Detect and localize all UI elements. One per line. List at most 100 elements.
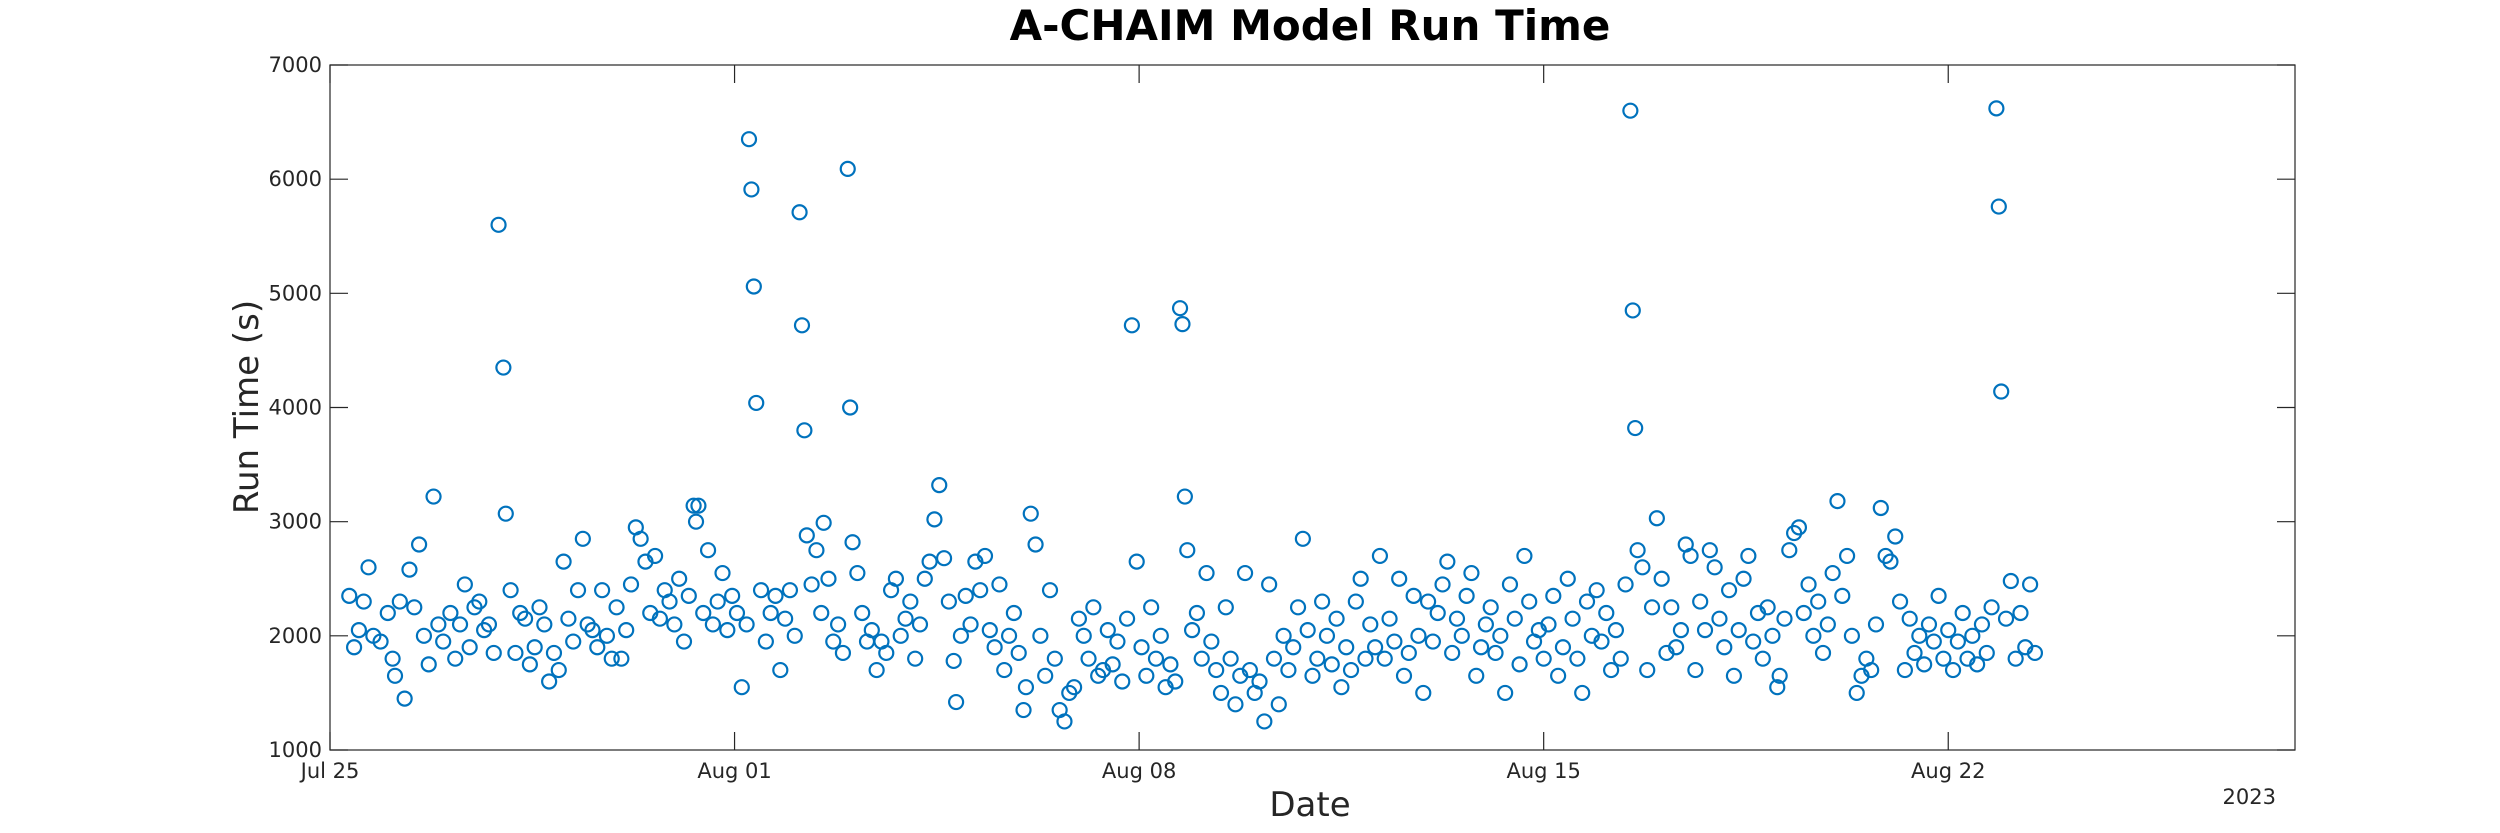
- data-point: [1309, 650, 1326, 667]
- data-point: [1990, 198, 2007, 215]
- data-point: [350, 622, 367, 639]
- data-point: [728, 604, 746, 622]
- data-point: [1193, 650, 1210, 667]
- data-point: [839, 160, 856, 177]
- data-point: [391, 593, 408, 610]
- data-point: [1624, 302, 1641, 319]
- data-point: [842, 399, 859, 416]
- data-point: [1692, 593, 1709, 610]
- data-point: [996, 661, 1013, 679]
- data-point: [1814, 644, 1832, 662]
- data-point: [1299, 622, 1316, 639]
- data-point: [516, 610, 534, 627]
- data-point: [1834, 587, 1851, 604]
- data-point: [1603, 661, 1620, 679]
- data-point: [1819, 616, 1836, 633]
- data-point: [1472, 639, 1490, 656]
- data-point: [651, 610, 669, 627]
- data-point: [714, 564, 731, 582]
- data-point: [569, 582, 587, 599]
- data-point: [1208, 661, 1225, 679]
- data-point: [1771, 667, 1788, 684]
- data-point: [1174, 316, 1191, 333]
- data-point: [825, 633, 842, 650]
- data-point: [762, 604, 779, 622]
- data-point: [690, 497, 707, 514]
- data-point: [1109, 633, 1126, 650]
- data-point: [991, 576, 1008, 593]
- data-point: [555, 553, 572, 570]
- data-point: [1759, 599, 1776, 616]
- data-point: [757, 633, 774, 650]
- data-point: [598, 627, 616, 644]
- data-point: [1367, 639, 1384, 656]
- data-point: [1037, 667, 1054, 684]
- y-tick-label: 1000: [269, 738, 322, 762]
- data-point: [1010, 644, 1027, 662]
- data-point: [1569, 650, 1586, 667]
- data-point: [1429, 604, 1446, 622]
- data-point: [1949, 633, 1966, 650]
- data-point: [1925, 633, 1942, 650]
- data-point: [1622, 102, 1639, 119]
- data-point: [1978, 644, 1995, 662]
- data-point: [1795, 604, 1812, 622]
- data-point: [911, 616, 929, 633]
- data-point: [972, 582, 989, 599]
- data-point: [1887, 528, 1904, 545]
- chart-title: A-CHAIM Model Run Time: [1010, 1, 1611, 50]
- data-point: [1463, 564, 1480, 582]
- data-point: [1395, 667, 1413, 684]
- data-point: [1639, 661, 1656, 679]
- data-point: [521, 656, 538, 673]
- data-point: [796, 422, 813, 439]
- data-point: [743, 181, 760, 198]
- data-point: [1448, 610, 1466, 627]
- data-point: [1954, 604, 1971, 622]
- data-point: [1123, 317, 1140, 334]
- data-point: [1294, 530, 1311, 547]
- data-point: [425, 488, 442, 505]
- data-point: [748, 394, 765, 412]
- data-point: [1629, 542, 1646, 559]
- data-point: [1410, 627, 1427, 644]
- data-point: [618, 622, 635, 639]
- data-point: [675, 633, 693, 650]
- data-point: [1304, 667, 1321, 684]
- data-point: [680, 587, 697, 604]
- data-point: [704, 616, 721, 633]
- data-point: [1032, 627, 1049, 644]
- data-point: [1993, 383, 2010, 400]
- data-point: [1668, 639, 1685, 656]
- data-point: [1085, 599, 1102, 616]
- x-axis-year-label: 2023: [2223, 785, 2276, 809]
- data-point: [1911, 627, 1928, 644]
- data-point: [1188, 604, 1206, 622]
- data-point: [1696, 622, 1714, 639]
- data-point: [1280, 661, 1297, 679]
- data-point: [931, 477, 948, 494]
- data-point: [1251, 673, 1268, 690]
- data-point: [355, 593, 372, 610]
- data-point: [1725, 667, 1743, 684]
- data-point: [435, 633, 452, 650]
- data-point: [1838, 547, 1856, 565]
- data-point: [396, 690, 413, 707]
- data-point: [1754, 650, 1771, 667]
- data-point: [1716, 639, 1733, 656]
- data-point: [854, 604, 871, 622]
- data-point: [485, 644, 502, 662]
- data-point: [1916, 656, 1933, 673]
- data-point: [386, 667, 404, 684]
- data-point: [1706, 559, 1723, 576]
- data-point: [1973, 616, 1991, 633]
- data-point: [1270, 696, 1287, 713]
- data-point: [1598, 604, 1615, 622]
- plot-area: [329, 64, 2296, 751]
- data-point: [594, 582, 611, 599]
- data-point: [1627, 419, 1644, 437]
- data-point: [719, 622, 736, 639]
- data-point: [1482, 599, 1499, 616]
- data-point: [1906, 644, 1923, 662]
- data-point: [541, 673, 558, 690]
